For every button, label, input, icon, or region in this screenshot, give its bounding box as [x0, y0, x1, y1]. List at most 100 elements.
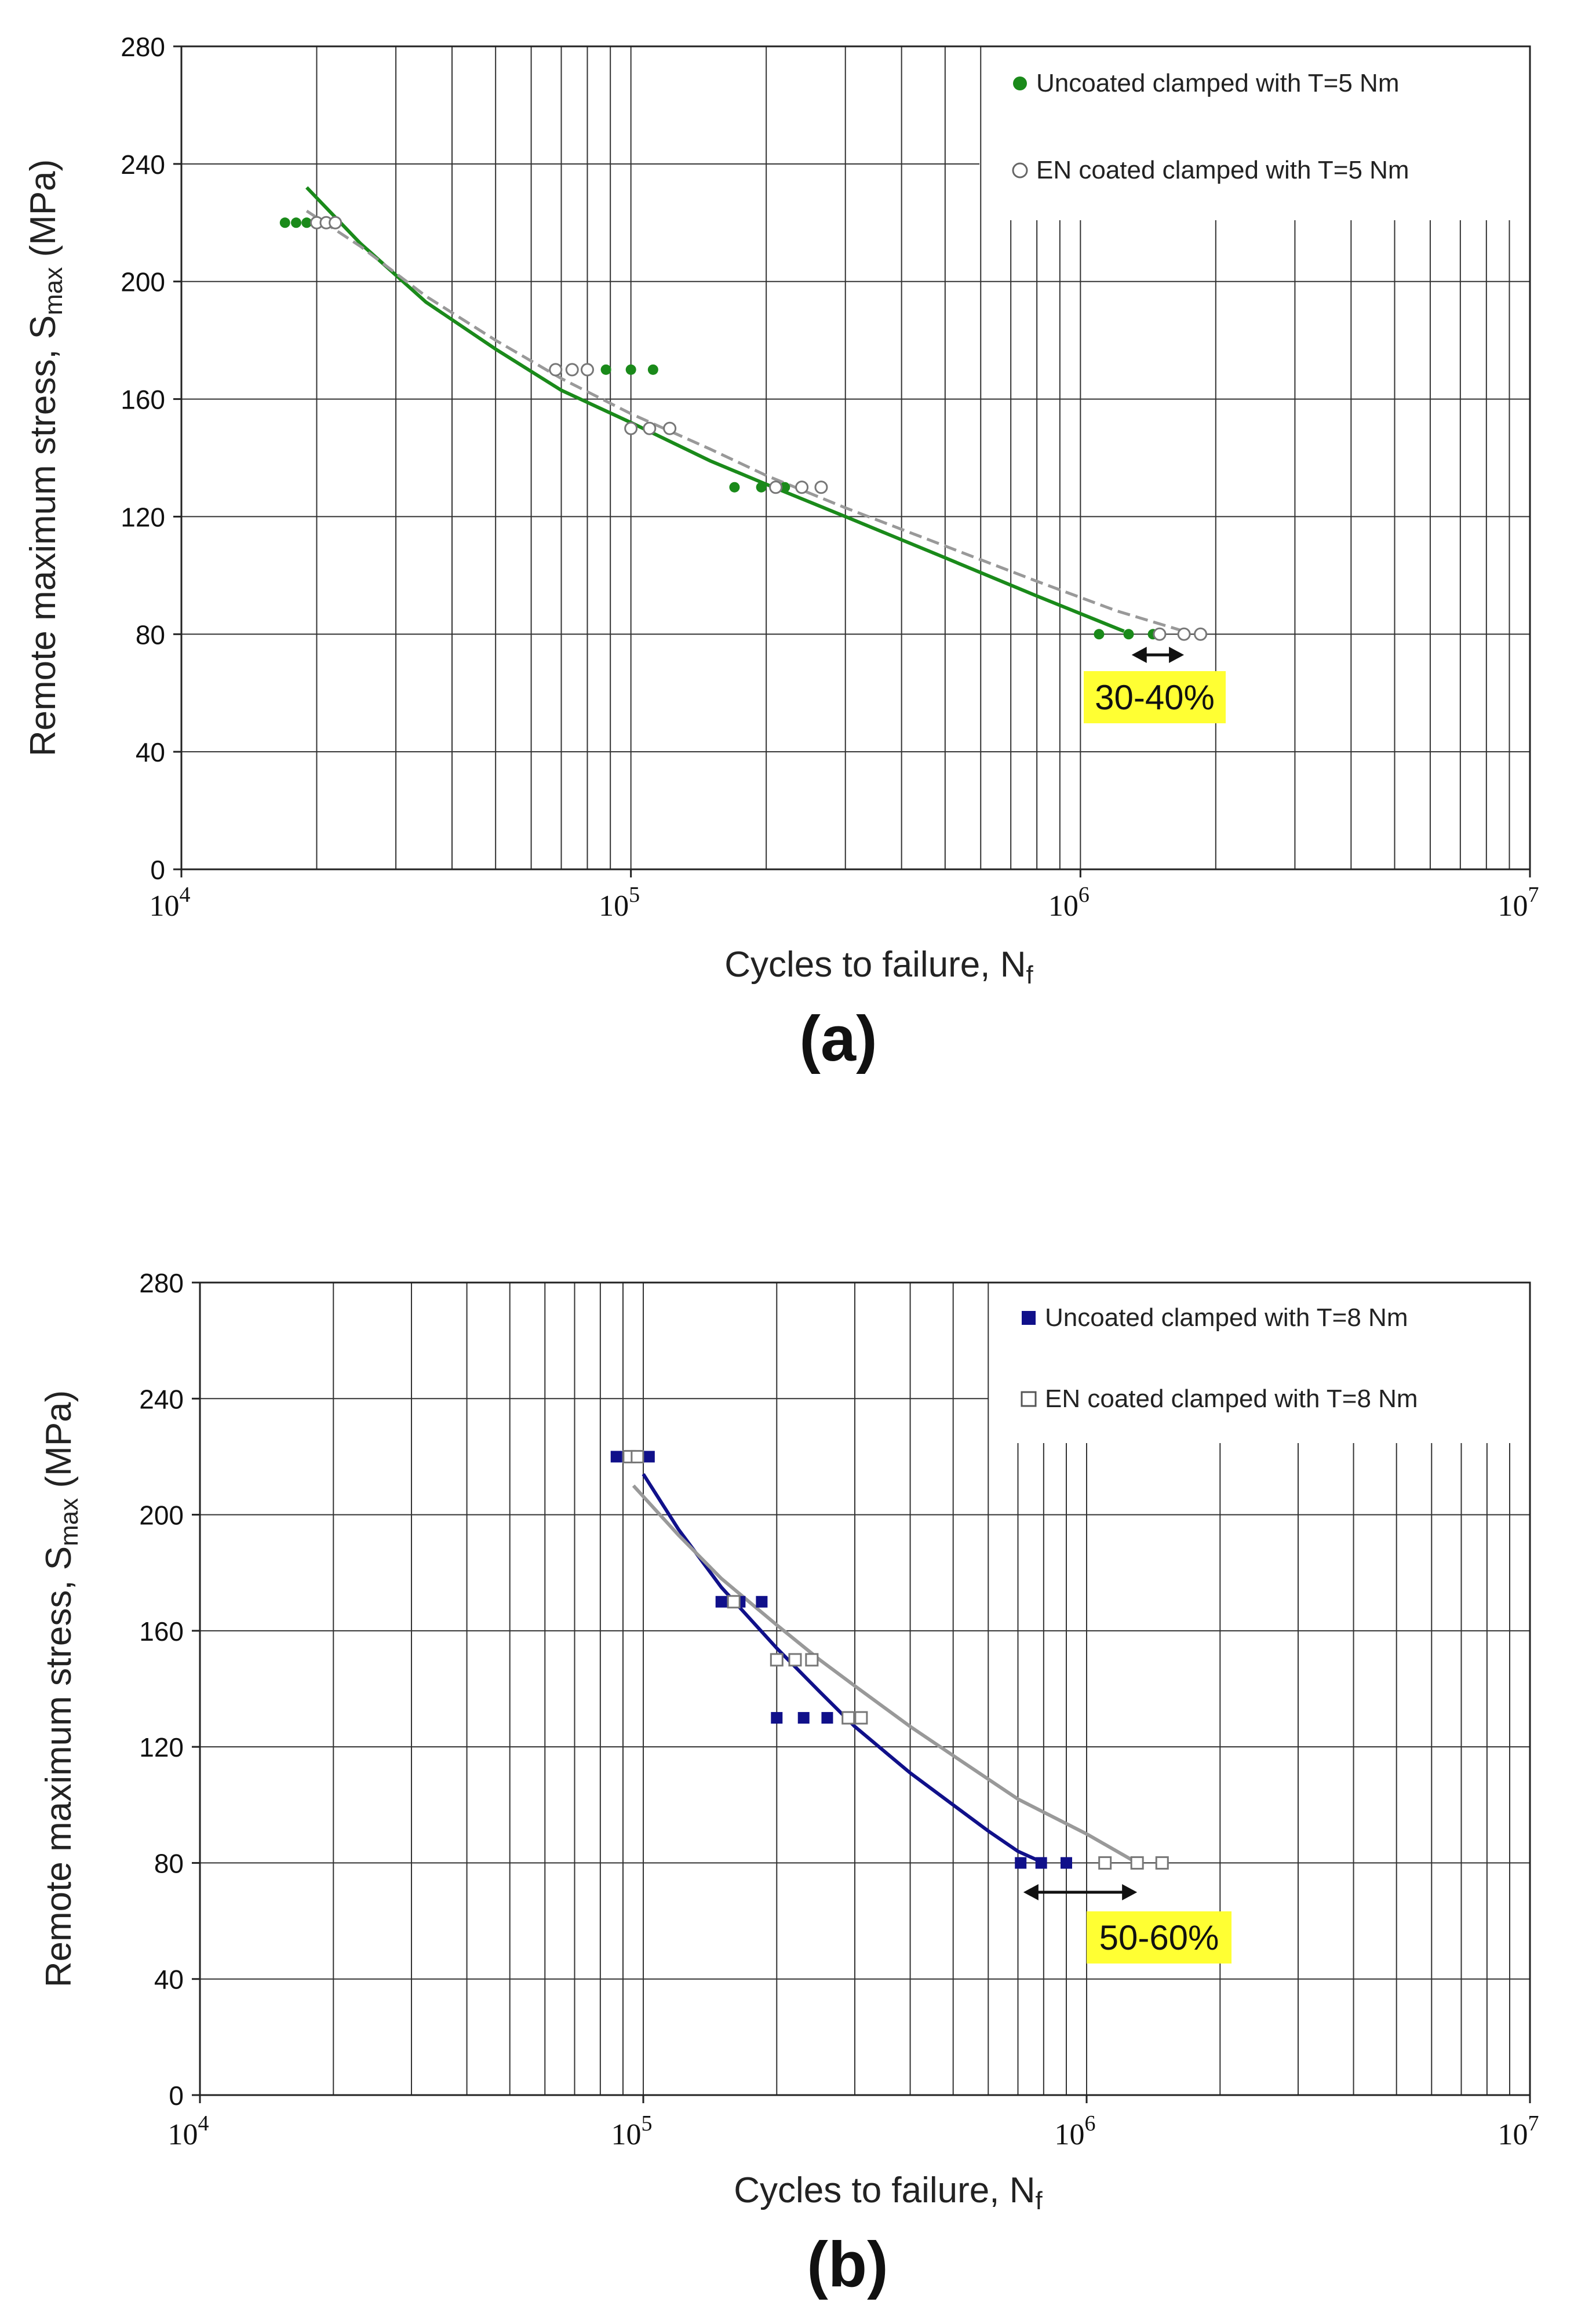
data-point: [770, 1653, 784, 1667]
data-point: [1060, 1857, 1072, 1869]
y-tick-label: 40: [154, 1965, 184, 1995]
y-tick-label: 280: [121, 32, 165, 62]
annotation-label: 30-40%: [1095, 678, 1215, 717]
y-axis-label: Remote maximum stress, Smax (MPa): [39, 1390, 83, 1988]
x-ticks: 104 105 106 107: [150, 869, 1539, 923]
y-tick-label: 200: [121, 267, 165, 297]
data-point: [1153, 627, 1167, 641]
x-tick-label: 106: [1048, 883, 1090, 923]
x-tick-base: 10: [611, 2118, 642, 2151]
data-point: [1130, 1856, 1144, 1870]
legend-label: Uncoated clamped with T=5 Nm: [1036, 69, 1399, 97]
data-point: [821, 1712, 833, 1724]
panel-label: (a): [799, 1003, 877, 1074]
x-tick-exp: 5: [642, 2111, 653, 2136]
data-point: [756, 482, 767, 493]
legend-marker: [1021, 1391, 1037, 1407]
y-tick-label: 240: [121, 150, 165, 180]
annotation-arrowhead-right: [1169, 647, 1185, 663]
y-ticks: 0 40 80 120 160 200 240 280: [121, 32, 181, 885]
x-tick-base: 10: [1048, 890, 1079, 923]
x-tick-exp: 7: [1528, 883, 1539, 907]
series-1-points: [309, 216, 1208, 641]
data-point: [600, 364, 611, 375]
annotation-badge: [1087, 1911, 1231, 1964]
x-tick-exp: 7: [1528, 2111, 1539, 2136]
data-point: [610, 1451, 622, 1463]
x-axis-label: Cycles to failure, Nf: [724, 945, 1033, 989]
x-tick-exp: 6: [1079, 883, 1090, 907]
data-point: [729, 482, 740, 493]
data-point: [1177, 627, 1191, 641]
data-point: [769, 480, 783, 494]
y-tick-label: 40: [136, 737, 165, 767]
data-point: [1094, 629, 1105, 640]
data-point: [329, 216, 343, 230]
data-point: [814, 480, 828, 494]
fit-line-0: [642, 1473, 1045, 1865]
x-tick-exp: 5: [629, 883, 640, 907]
x-tick-exp: 4: [180, 883, 191, 907]
legend-label: EN coated clamped with T=5 Nm: [1036, 156, 1409, 184]
data-point: [631, 1449, 644, 1463]
fit-line-1: [305, 209, 1185, 633]
data-point: [647, 364, 658, 375]
legend-marker: [1022, 1311, 1036, 1325]
data-point: [771, 1712, 783, 1724]
x-tick-label: 104: [150, 883, 191, 923]
x-tick-base: 10: [150, 890, 180, 923]
x-tick-base: 10: [1498, 890, 1528, 923]
y-axis-label-unit: (MPa): [23, 159, 63, 267]
data-point: [279, 217, 290, 228]
annotation-arrowhead-left: [1131, 647, 1147, 663]
x-tick-base: 10: [599, 890, 629, 923]
annotation: 30-40%: [1084, 647, 1226, 723]
y-tick-label: 160: [121, 385, 165, 415]
data-point: [727, 1595, 741, 1609]
x-tick-label: 107: [1498, 2111, 1539, 2151]
series-0-points: [279, 217, 1158, 640]
legend-marker: [1013, 77, 1027, 90]
y-tick-label: 0: [169, 2081, 184, 2111]
data-point: [795, 480, 809, 494]
annotation: 50-60%: [1023, 1884, 1231, 1964]
data-point: [805, 1653, 819, 1667]
data-point: [715, 1596, 727, 1608]
series-0-points: [610, 1451, 1072, 1869]
data-point: [643, 1451, 655, 1463]
x-axis-label-main: Cycles to failure, N: [724, 945, 1026, 985]
y-axis-label-main: Remote maximum stress, S: [39, 1546, 79, 1987]
y-axis-label-sub: max: [55, 1498, 83, 1546]
y-axis-label-sub: max: [39, 267, 68, 315]
fit-line-0: [305, 186, 1125, 633]
x-tick-base: 10: [168, 2118, 198, 2151]
data-point: [756, 1596, 768, 1608]
annotation-arrowhead-right: [1122, 1884, 1138, 1900]
series-1-points: [622, 1449, 1169, 1870]
y-tick-label: 80: [136, 620, 165, 650]
data-point: [291, 217, 302, 228]
y-tick-label: 200: [139, 1500, 184, 1531]
y-tick-label: 240: [139, 1384, 184, 1414]
x-axis-label-sub: f: [1026, 961, 1034, 989]
data-point: [580, 363, 594, 377]
y-tick-label: 120: [121, 502, 165, 532]
data-point: [779, 482, 790, 493]
data-point: [1035, 1857, 1047, 1869]
data-point: [549, 363, 563, 377]
data-point: [643, 421, 657, 435]
x-tick-label: 105: [611, 2111, 653, 2151]
y-tick-label: 120: [139, 1732, 184, 1762]
annotation-badge: [1084, 671, 1226, 723]
gridlines: [181, 46, 1530, 869]
data-point: [1194, 627, 1208, 641]
y-ticks: 0 40 80 120 160 200 240 280: [139, 1268, 200, 2111]
legend: Uncoated clamped with T=8 Nm EN coated cl…: [1021, 1303, 1418, 1413]
y-axis-label: Remote maximum stress, Smax (MPa): [23, 159, 68, 757]
fit-line-1: [632, 1484, 1138, 1865]
data-point: [565, 363, 579, 377]
legend-marker: [1012, 162, 1028, 179]
data-point: [625, 364, 636, 375]
